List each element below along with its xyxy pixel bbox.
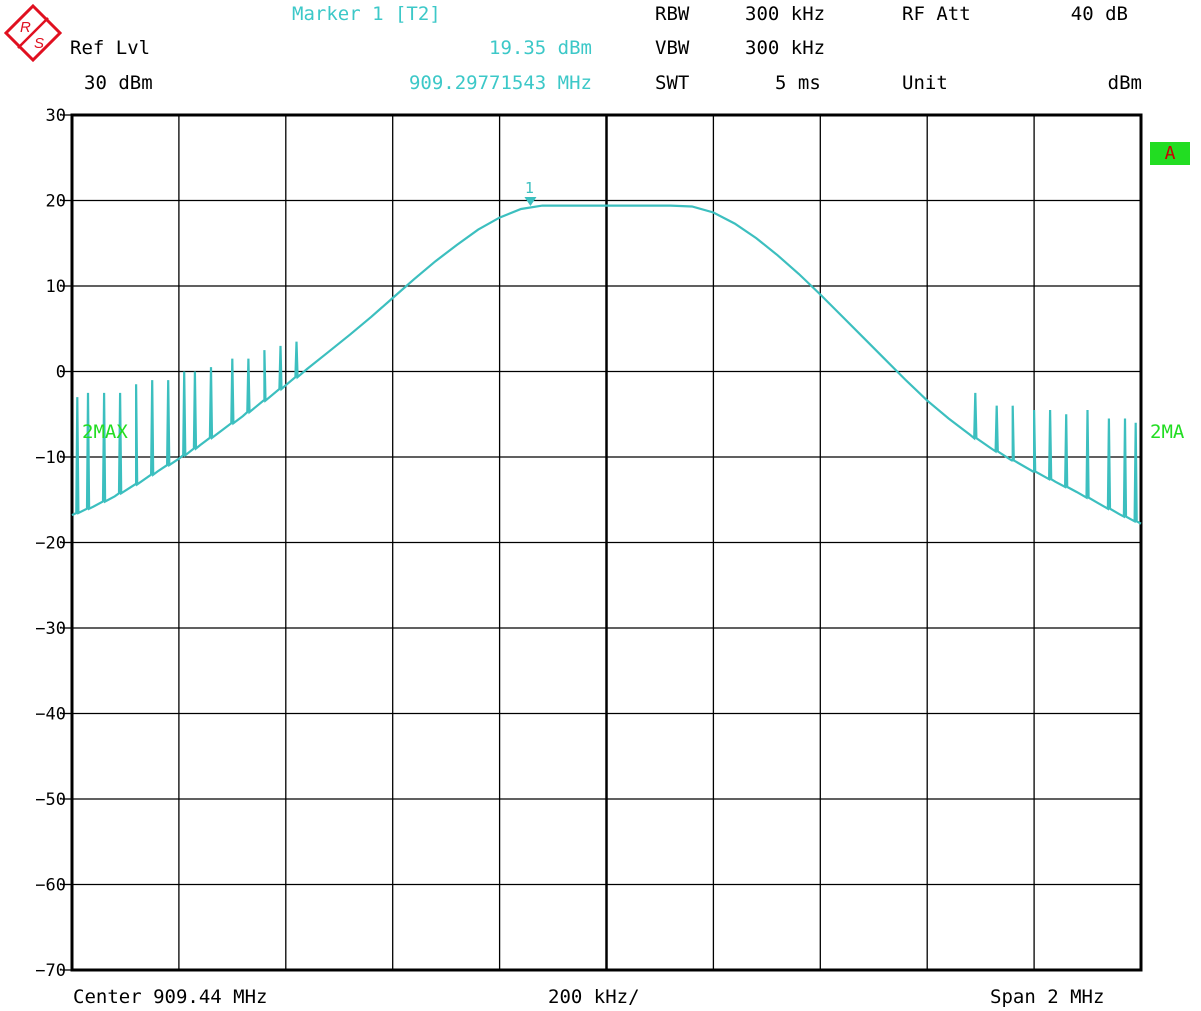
rbw-label: RBW	[655, 3, 690, 25]
y-tick-label: 20	[46, 192, 66, 212]
marker-title: Marker 1 [T2]	[292, 3, 441, 25]
grid	[70, 113, 1143, 972]
y-tick-label: −10	[35, 448, 66, 468]
marker-1-label: 1	[525, 179, 534, 197]
ref-level-label: Ref Lvl	[70, 37, 151, 59]
unit-label: Unit	[902, 72, 948, 94]
span-per-division: 200 kHz/	[548, 986, 640, 1008]
marker: 1	[524, 179, 537, 207]
rf-att-label: RF Att	[902, 3, 971, 25]
svg-text:R: R	[20, 19, 31, 36]
trace-a-badge: A	[1150, 142, 1190, 165]
rbw-value: 300 kHz	[745, 3, 826, 25]
y-tick-label: −30	[35, 619, 66, 639]
vbw-label: VBW	[655, 37, 690, 59]
svg-text:S: S	[34, 35, 44, 52]
trace-mode-left-label: 2MAX	[82, 421, 128, 443]
y-tick-label: −50	[35, 790, 66, 810]
swt-label: SWT	[655, 72, 690, 94]
y-tick-label: 30	[46, 106, 66, 126]
y-tick-label: −60	[35, 876, 66, 896]
trace-mode-right-label: 2MA	[1150, 421, 1185, 443]
span-value: Span 2 MHz	[990, 986, 1105, 1008]
ref-level-value: 30 dBm	[84, 72, 153, 94]
swt-value: 5 ms	[775, 72, 821, 94]
marker-1-triangle	[524, 197, 537, 207]
trace-line	[71, 204, 1142, 525]
y-axis-ticks: 30 20 10 0 −10 −20 −30 −40 −50 −60 −70	[35, 106, 72, 981]
y-tick-label: 10	[46, 277, 66, 297]
rf-att-value: 40 dB	[1070, 3, 1128, 25]
marker-frequency: 909.29771543 MHz	[408, 72, 592, 94]
marker-level: 19.35 dBm	[489, 37, 592, 59]
y-tick-label: −40	[35, 705, 66, 725]
center-frequency: Center 909.44 MHz	[73, 986, 268, 1008]
y-tick-label: −70	[35, 961, 66, 981]
rs-logo-icon: R S	[4, 4, 62, 62]
vbw-value: 300 kHz	[745, 37, 826, 59]
trace	[71, 204, 1142, 525]
y-tick-label: −20	[35, 534, 66, 554]
y-tick-label: 0	[56, 363, 66, 383]
unit-value: dBm	[1107, 72, 1142, 94]
